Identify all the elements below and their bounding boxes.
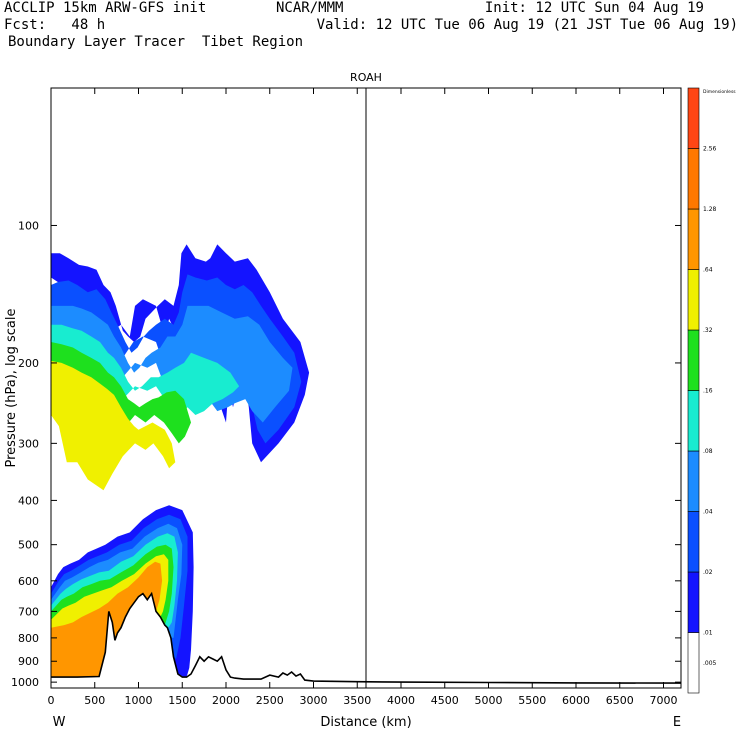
colorbar-label-9: 2.56 — [703, 146, 717, 153]
colorbar-label-5: .16 — [703, 388, 713, 395]
y-tick-label-700: 700 — [18, 605, 39, 618]
x-tick-label-5000: 5000 — [475, 694, 503, 707]
y-tick-label-400: 400 — [18, 494, 39, 507]
x-tick-label-3500: 3500 — [343, 694, 371, 707]
y-tick-label-900: 900 — [18, 655, 39, 668]
x-tick-label-7000: 7000 — [650, 694, 678, 707]
colorbar-swatch-4 — [687, 390, 700, 452]
y-tick-label-300: 300 — [18, 437, 39, 450]
y-tick-label-100: 100 — [18, 219, 39, 232]
colorbar-swatch-1 — [687, 571, 700, 633]
colorbar-label-4: .08 — [703, 448, 713, 455]
colorbar-swatch-0 — [687, 632, 700, 694]
header-center-line1: NCAR/MMM — [276, 0, 344, 16]
colorbar-label-3: .04 — [703, 509, 713, 516]
x-tick-label-1000: 1000 — [125, 694, 153, 707]
header-left-line1: ACCLIP 15km ARW-GFS init — [4, 0, 207, 16]
east-label: E — [673, 715, 681, 730]
y-axis-label: Pressure (hPa), log scale — [4, 309, 19, 468]
header-right-line2: Valid: 12 UTC Tue 06 Aug 19 (21 JST Tue … — [316, 17, 738, 33]
x-tick-label-6500: 6500 — [606, 694, 634, 707]
x-tick-label-2500: 2500 — [256, 694, 284, 707]
colorbar-label-10: Dimensionless — [703, 89, 736, 95]
x-tick-label-1500: 1500 — [168, 694, 196, 707]
y-tick-label-800: 800 — [18, 632, 39, 645]
x-tick-label-4500: 4500 — [431, 694, 459, 707]
terrain — [51, 591, 682, 684]
y-axis-ticks: 100 200 300 400 500 600 700 800 900 1000 — [11, 219, 681, 689]
colorbar-label-1: .01 — [703, 630, 713, 637]
plot-frame — [50, 87, 682, 689]
tracer-contour-5 — [51, 360, 176, 491]
y-tick-label-600: 600 — [18, 575, 39, 588]
colorbar-label-6: .32 — [703, 327, 713, 334]
x-axis-ticks: 0 500 1000 1500 2000 2500 3000 3500 4000 4500 5000… — [48, 88, 678, 707]
header-left-line2: Fcst: 48 h — [4, 17, 106, 33]
tracer-contour-12 — [51, 561, 163, 678]
x-tick-label-0: 0 — [48, 694, 55, 707]
west-label: W — [53, 715, 66, 730]
chart-title: ROAH — [350, 71, 382, 84]
colorbar-swatch-6 — [687, 269, 700, 331]
x-tick-label-3000: 3000 — [300, 694, 328, 707]
x-tick-label-4000: 4000 — [387, 694, 415, 707]
header-left-line3: Boundary Layer Tracer Tibet Region — [8, 34, 304, 50]
x-tick-label-5500: 5500 — [518, 694, 546, 707]
y-tick-label-200: 200 — [18, 357, 39, 370]
x-tick-label-6000: 6000 — [562, 694, 590, 707]
colorbar-swatch-3 — [687, 450, 700, 512]
colorbar: .005 .01 .02 .04 .08 .16 .32 .64 1.28 2.56 Dimensi… — [687, 87, 736, 694]
y-tick-label-500: 500 — [18, 539, 39, 552]
colorbar-swatch-5 — [687, 329, 700, 391]
tracer-field — [51, 244, 310, 678]
header-right-line1: Init: 12 UTC Sun 04 Aug 19 — [484, 0, 704, 16]
x-tick-label-2000: 2000 — [212, 694, 240, 707]
colorbar-label-2: .02 — [703, 569, 713, 576]
tracer-contour-2 — [51, 305, 293, 423]
colorbar-swatch-7 — [687, 208, 700, 270]
x-tick-label-500: 500 — [84, 694, 105, 707]
y-tick-label-1000: 1000 — [11, 676, 39, 689]
colorbar-label-8: 1.28 — [703, 206, 717, 213]
colorbar-label-0: .005 — [703, 660, 717, 667]
x-axis-label: Distance (km) — [320, 715, 411, 730]
colorbar-swatch-2 — [687, 511, 700, 573]
colorbar-swatch-8 — [687, 148, 700, 210]
colorbar-swatch-9 — [687, 87, 700, 149]
colorbar-label-7: .64 — [703, 267, 713, 274]
terrain-line — [51, 591, 682, 684]
